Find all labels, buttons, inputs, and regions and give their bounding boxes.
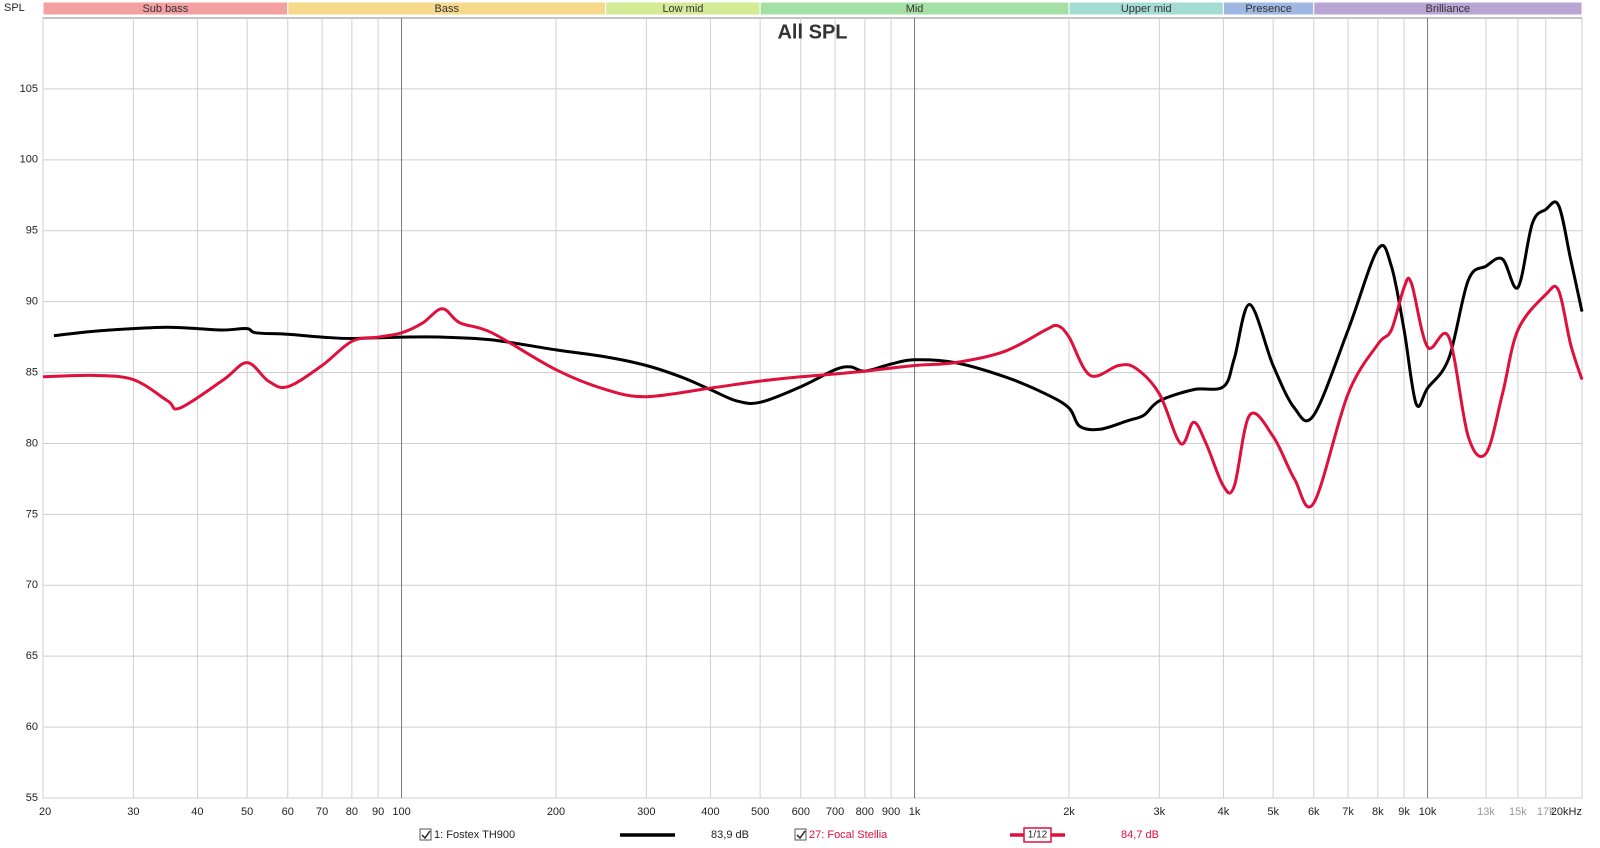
y-tick-label: 60 — [26, 721, 38, 733]
x-tick-label: 800 — [856, 806, 874, 818]
band — [1313, 1, 1583, 16]
x-tick-label: 600 — [792, 806, 810, 818]
x-tick-label: 200 — [547, 806, 565, 818]
x-tick-label: 6k — [1308, 806, 1320, 818]
y-tick-label: 75 — [26, 508, 38, 520]
x-tick-label: 8k — [1372, 806, 1384, 818]
x-tick-label: 500 — [751, 806, 769, 818]
y-tick-label: 85 — [26, 366, 38, 378]
x-tick-label: 100 — [392, 806, 410, 818]
legend-check — [796, 830, 806, 840]
band-label: Presence — [1245, 3, 1291, 15]
x-tick-label: 4k — [1218, 806, 1230, 818]
x-tick-label: 17k — [1537, 806, 1555, 818]
band-label: Bass — [435, 3, 460, 15]
band-label: Upper mid — [1121, 3, 1172, 15]
x-tick-label: 20 — [39, 806, 51, 818]
band-label: Brilliance — [1426, 3, 1471, 15]
chart-title: All SPL — [777, 21, 847, 43]
legend-smoothing-box — [1023, 827, 1052, 843]
x-tick-label: 40 — [191, 806, 203, 818]
x-tick-label: 80 — [346, 806, 358, 818]
band-label: Sub bass — [142, 3, 188, 15]
y-tick-label: 80 — [26, 437, 38, 449]
legend-label: 27: Focal Stellia — [809, 829, 888, 841]
y-tick-label: 65 — [26, 650, 38, 662]
x-tick-label: 10k — [1419, 806, 1437, 818]
series-line — [53, 200, 1584, 432]
band-label: Low mid — [662, 3, 703, 15]
legend-label: 1: Fostex TH900 — [434, 829, 515, 841]
band-label: Mid — [906, 3, 924, 15]
x-tick-label: 5k — [1267, 806, 1279, 818]
y-tick-label: 95 — [26, 225, 38, 237]
x-tick-label: 90 — [372, 806, 384, 818]
x-tick-label: 1k — [909, 806, 921, 818]
x-tick-label: 60 — [282, 806, 294, 818]
x-tick-label: 30 — [127, 806, 139, 818]
x-tick-label: 3k — [1154, 806, 1166, 818]
y-tick-label: 55 — [26, 792, 38, 804]
legend-check — [421, 830, 431, 840]
plot-area — [42, 17, 1583, 799]
y-tick-label: 105 — [20, 83, 38, 95]
x-tick-label: 50 — [241, 806, 253, 818]
x-tick-label: 13k — [1477, 806, 1495, 818]
x-tick-label: 300 — [637, 806, 655, 818]
x-tick-label: 900 — [882, 806, 900, 818]
y-tick-label: 100 — [20, 154, 38, 166]
legend-checkbox[interactable] — [419, 828, 432, 841]
x-tick-label: 700 — [826, 806, 844, 818]
legend-smoothing: 1/12 — [1028, 830, 1048, 841]
x-tick-label: 70 — [316, 806, 328, 818]
series-line — [42, 276, 1584, 509]
x-tick-label: 2k — [1063, 806, 1075, 818]
y-axis-label: SPL — [4, 2, 25, 14]
y-tick-label: 90 — [26, 296, 38, 308]
legend-level: 83,9 dB — [711, 829, 749, 841]
x-tick-label: 400 — [701, 806, 719, 818]
legend-level: 84,7 dB — [1121, 829, 1159, 841]
x-tick-label: 20kHz — [1551, 806, 1582, 818]
x-tick-label: 9k — [1398, 806, 1410, 818]
x-tick-label: 7k — [1342, 806, 1354, 818]
legend-checkbox[interactable] — [794, 828, 807, 841]
x-tick-label: 15k — [1509, 806, 1527, 818]
y-tick-label: 70 — [26, 579, 38, 591]
